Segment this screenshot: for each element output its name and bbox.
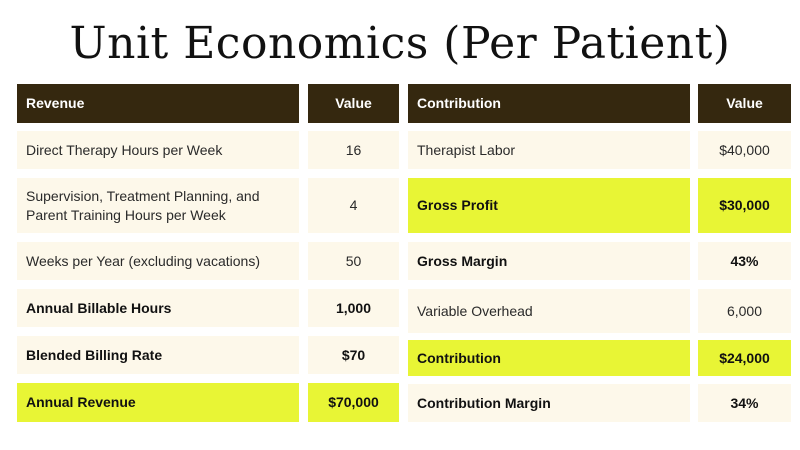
contribution-value: $24,000 [698, 340, 791, 376]
revenue-row-value: 1,000 [308, 289, 399, 327]
revenue-header-value: Value [308, 84, 399, 123]
contribution-row-label: Gross Margin [408, 242, 690, 280]
contribution-header-label: Contribution [408, 84, 690, 123]
revenue-row-value: 4 [308, 178, 399, 233]
revenue-row-value: 16 [308, 131, 399, 169]
gross-profit-value: $30,000 [698, 178, 791, 233]
revenue-row-label: Weeks per Year (excluding vacations) [17, 242, 299, 280]
contribution-label: Contribution [408, 340, 690, 376]
revenue-header-label: Revenue [17, 84, 299, 123]
annual-revenue-label: Annual Revenue [17, 383, 299, 422]
contribution-row-value: $40,000 [698, 131, 791, 169]
contribution-row-value: 43% [698, 242, 791, 280]
page-title: Unit Economics (Per Patient) [69, 18, 731, 69]
revenue-row-label: Direct Therapy Hours per Week [17, 131, 299, 169]
revenue-row-value: 50 [308, 242, 399, 280]
contribution-row-label: Contribution Margin [408, 384, 690, 422]
revenue-row-label: Supervision, Treatment Planning, and Par… [17, 178, 299, 233]
contribution-row-value: 34% [698, 384, 791, 422]
revenue-row-label: Blended Billing Rate [17, 336, 299, 374]
annual-revenue-value: $70,000 [308, 383, 399, 422]
revenue-row-label: Annual Billable Hours [17, 289, 299, 327]
contribution-row-value: 6,000 [698, 289, 791, 333]
gross-profit-label: Gross Profit [408, 178, 690, 233]
contribution-row-label: Therapist Labor [408, 131, 690, 169]
contribution-row-label: Variable Overhead [408, 289, 690, 333]
revenue-row-value: $70 [308, 336, 399, 374]
contribution-header-value: Value [698, 84, 791, 123]
